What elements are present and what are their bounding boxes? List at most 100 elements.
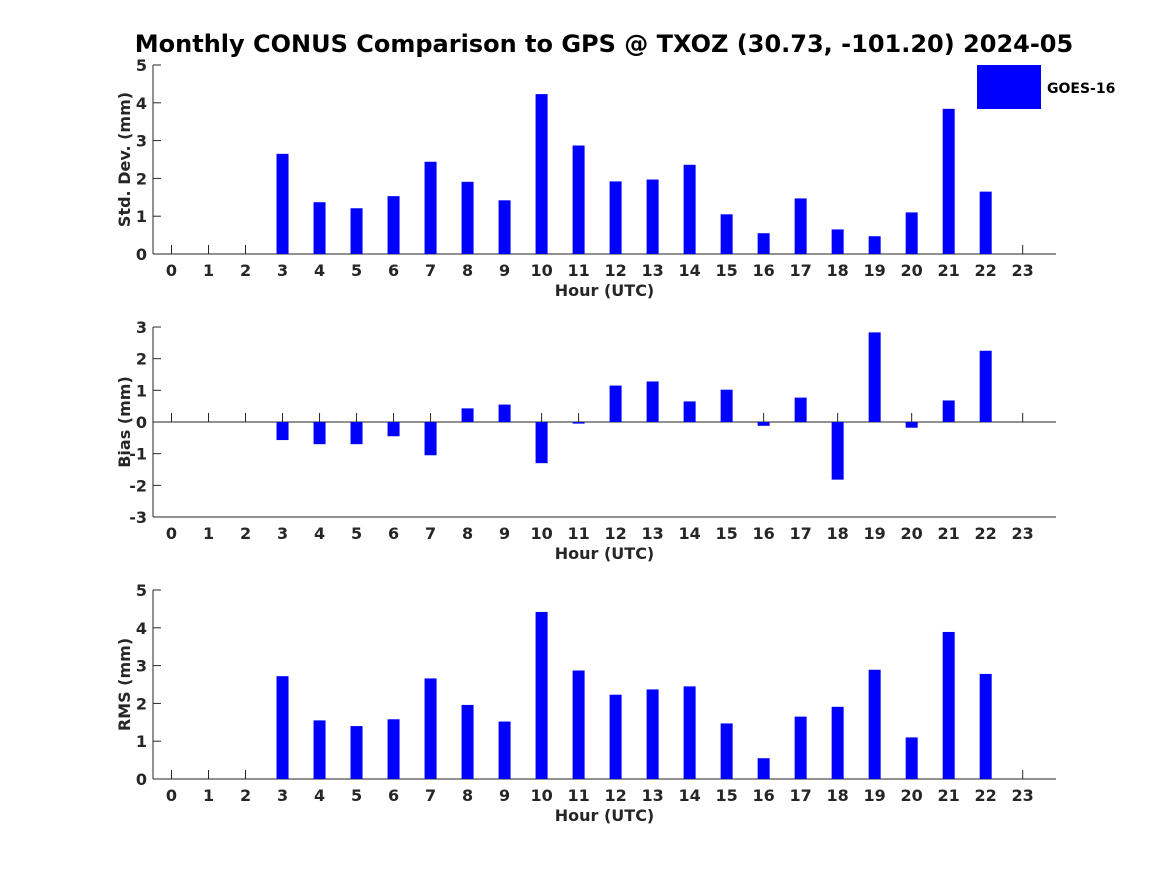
rms-xtick-label: 2 bbox=[240, 786, 251, 805]
chart-title: Monthly CONUS Comparison to GPS @ TXOZ (… bbox=[135, 30, 1073, 58]
rms-bar bbox=[831, 706, 844, 779]
bias-xtick-label: 19 bbox=[864, 524, 886, 543]
rms-ytick-label: 3 bbox=[136, 657, 147, 676]
bias-bar bbox=[942, 400, 955, 422]
rms-ytick-label: 4 bbox=[136, 619, 147, 638]
stddev-bar bbox=[350, 208, 363, 254]
rms-xtick-label: 11 bbox=[567, 786, 589, 805]
rms-xtick-label: 16 bbox=[753, 786, 775, 805]
rms-xtick-label: 1 bbox=[203, 786, 214, 805]
stddev-xtick-label: 10 bbox=[530, 261, 552, 280]
rms-bar bbox=[905, 737, 918, 779]
bias-ytick-label: -3 bbox=[129, 508, 147, 527]
bias-bar bbox=[572, 422, 585, 424]
stddev-bar bbox=[424, 161, 437, 254]
stddev-bar bbox=[868, 236, 881, 254]
rms-xtick-label: 17 bbox=[790, 786, 812, 805]
stddev-xtick-label: 18 bbox=[827, 261, 849, 280]
bias-xtick-label: 1 bbox=[203, 524, 214, 543]
stddev-bar bbox=[720, 214, 733, 254]
stddev-xtick-label: 16 bbox=[753, 261, 775, 280]
stddev-xtick-label: 4 bbox=[314, 261, 325, 280]
rms-y-label: RMS (mm) bbox=[115, 638, 134, 731]
stddev-bar bbox=[461, 181, 474, 254]
bias-bar bbox=[905, 422, 918, 428]
rms-bar bbox=[979, 673, 992, 779]
rms-ytick-label: 1 bbox=[136, 732, 147, 751]
stddev-bar bbox=[387, 196, 400, 254]
bias-xtick-label: 22 bbox=[975, 524, 997, 543]
bias-xtick-label: 23 bbox=[1012, 524, 1034, 543]
bias-bar bbox=[387, 422, 400, 437]
bias-xtick-label: 11 bbox=[567, 524, 589, 543]
stddev-xtick-label: 11 bbox=[567, 261, 589, 280]
rms-xtick-label: 12 bbox=[604, 786, 626, 805]
rms-xtick-label: 18 bbox=[827, 786, 849, 805]
bias-xtick-label: 9 bbox=[499, 524, 510, 543]
stddev-xtick-label: 0 bbox=[166, 261, 177, 280]
bias-xtick-label: 21 bbox=[938, 524, 960, 543]
bias-xtick-label: 8 bbox=[462, 524, 473, 543]
stddev-bar bbox=[313, 202, 326, 254]
rms-xtick-label: 6 bbox=[388, 786, 399, 805]
bias-bar bbox=[868, 332, 881, 422]
stddev-xtick-label: 17 bbox=[790, 261, 812, 280]
rms-bar bbox=[720, 723, 733, 779]
bias-x-label: Hour (UTC) bbox=[555, 544, 655, 563]
rms-ytick-label: 5 bbox=[136, 581, 147, 600]
bias-ytick-label: -2 bbox=[129, 476, 147, 495]
stddev-xtick-label: 15 bbox=[715, 261, 737, 280]
bias-xtick-label: 4 bbox=[314, 524, 325, 543]
stddev-bar bbox=[276, 153, 289, 254]
rms-bar bbox=[868, 669, 881, 779]
rms-bar bbox=[794, 716, 807, 779]
stddev-ytick-label: 5 bbox=[136, 56, 147, 75]
bias-bar bbox=[350, 422, 363, 445]
rms-bar bbox=[498, 721, 511, 779]
rms-bar bbox=[424, 678, 437, 779]
stddev-xtick-label: 9 bbox=[499, 261, 510, 280]
stddev-xtick-label: 21 bbox=[938, 261, 960, 280]
bias-bar bbox=[794, 397, 807, 422]
rms-xtick-label: 4 bbox=[314, 786, 325, 805]
stddev-bar bbox=[609, 181, 622, 254]
stddev-xtick-label: 12 bbox=[604, 261, 626, 280]
stddev-ytick-label: 2 bbox=[136, 169, 147, 188]
bias-bar bbox=[535, 422, 548, 464]
bias-xtick-label: 7 bbox=[425, 524, 436, 543]
bias-ytick-label: 1 bbox=[136, 381, 147, 400]
bias-xtick-label: 16 bbox=[753, 524, 775, 543]
bias-ytick-label: 3 bbox=[136, 318, 147, 337]
rms-bar bbox=[683, 686, 696, 779]
rms-ytick-label: 2 bbox=[136, 694, 147, 713]
rms-bar bbox=[461, 704, 474, 779]
bias-bar bbox=[720, 389, 733, 422]
bias-bar bbox=[276, 422, 289, 441]
rms-xtick-label: 10 bbox=[530, 786, 552, 805]
bias-y-label: Bias (mm) bbox=[115, 376, 134, 468]
stddev-bar bbox=[757, 233, 770, 254]
stddev-x-label: Hour (UTC) bbox=[555, 281, 655, 300]
stddev-xtick-label: 14 bbox=[678, 261, 700, 280]
bias-bar bbox=[646, 381, 659, 422]
stddev-xtick-label: 20 bbox=[901, 261, 923, 280]
bias-xtick-label: 0 bbox=[166, 524, 177, 543]
rms-xtick-label: 15 bbox=[715, 786, 737, 805]
rms-xtick-label: 23 bbox=[1012, 786, 1034, 805]
rms-xtick-label: 3 bbox=[277, 786, 288, 805]
rms-bar bbox=[572, 670, 585, 779]
stddev-ytick-label: 3 bbox=[136, 132, 147, 151]
bias-ytick-label: 2 bbox=[136, 350, 147, 369]
rms-bar bbox=[757, 758, 770, 779]
stddev-bar bbox=[683, 164, 696, 254]
stddev-xtick-label: 8 bbox=[462, 261, 473, 280]
stddev-bar bbox=[942, 108, 955, 255]
rms-xtick-label: 14 bbox=[678, 786, 700, 805]
bias-bar bbox=[757, 422, 770, 426]
stddev-bar bbox=[535, 94, 548, 254]
stddev-ytick-label: 0 bbox=[136, 245, 147, 264]
